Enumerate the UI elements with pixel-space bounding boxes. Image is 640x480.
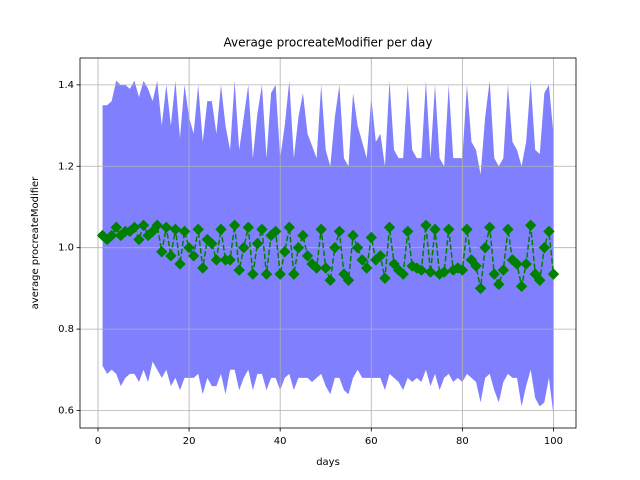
- marker: [292, 241, 305, 254]
- marker: [251, 237, 264, 250]
- marker: [260, 268, 273, 280]
- marker: [342, 274, 355, 286]
- marker: [397, 268, 409, 280]
- marker: [174, 258, 186, 270]
- marker: [420, 219, 432, 232]
- marker: [215, 223, 227, 236]
- marker: [442, 223, 455, 236]
- marker: [178, 225, 191, 238]
- marker: [165, 250, 177, 262]
- marker: [288, 268, 300, 280]
- marker: [479, 241, 491, 254]
- marker: [351, 241, 364, 254]
- marker: [137, 219, 150, 232]
- marker: [228, 219, 241, 232]
- marker: [242, 221, 255, 234]
- marker: [333, 225, 346, 238]
- marker: [401, 225, 414, 238]
- marker: [374, 250, 387, 262]
- marker: [187, 250, 200, 262]
- marker: [520, 258, 532, 270]
- marker: [169, 223, 182, 236]
- marker: [511, 258, 523, 270]
- marker: [515, 280, 528, 293]
- marker: [347, 229, 359, 242]
- marker: [206, 237, 218, 250]
- marker: [538, 241, 551, 254]
- marker: [488, 268, 500, 280]
- marker: [224, 254, 236, 266]
- marker: [283, 221, 295, 234]
- marker: [524, 219, 537, 232]
- marker: [247, 268, 259, 280]
- marker: [438, 266, 450, 278]
- marker: [183, 241, 195, 254]
- marker: [361, 262, 373, 274]
- y-tick-label: 1.4: [58, 80, 74, 91]
- x-tick-label: 100: [544, 436, 563, 447]
- marker: [383, 221, 396, 234]
- chart-title: Average procreateModifier per day: [224, 36, 433, 50]
- y-tick-label: 1.0: [58, 243, 74, 254]
- marker: [470, 260, 482, 272]
- marker: [210, 254, 223, 266]
- marker: [474, 282, 487, 295]
- marker: [197, 262, 209, 274]
- marker: [534, 274, 546, 286]
- marker: [233, 264, 245, 276]
- y-tick-label: 0.6: [58, 405, 74, 416]
- marker: [105, 229, 118, 242]
- x-tick-label: 0: [95, 436, 101, 447]
- marker: [429, 223, 441, 236]
- marker: [315, 223, 327, 236]
- y-axis-label: average procreateModifier: [30, 176, 41, 310]
- y-tick-label: 0.8: [58, 324, 74, 335]
- x-tick-label: 20: [183, 436, 196, 447]
- plot-frame: [79, 57, 577, 429]
- marker: [320, 262, 332, 274]
- marker: [133, 233, 145, 246]
- marker: [110, 221, 122, 234]
- marker: [543, 225, 555, 238]
- marker: [461, 223, 473, 236]
- marker: [151, 219, 163, 232]
- marker: [301, 250, 314, 262]
- marker: [493, 278, 505, 291]
- marker: [256, 223, 268, 236]
- marker: [238, 241, 250, 254]
- marker: [483, 221, 496, 234]
- marker: [192, 223, 204, 236]
- x-tick-label: 80: [456, 436, 469, 447]
- x-tick-label: 40: [274, 436, 287, 447]
- marker: [497, 264, 510, 276]
- marker: [297, 229, 309, 242]
- marker: [324, 274, 336, 286]
- marker: [274, 268, 286, 280]
- x-axis-label: days: [316, 457, 340, 468]
- marker: [310, 262, 323, 274]
- marker: [365, 231, 377, 244]
- line: [102, 223, 555, 289]
- marker: [329, 241, 341, 254]
- marker: [156, 246, 168, 258]
- marker: [160, 221, 173, 234]
- y-tick-label: 1.2: [58, 161, 74, 172]
- marker: [456, 264, 469, 276]
- marker: [415, 264, 428, 276]
- marker: [279, 246, 291, 258]
- marker: [547, 268, 560, 280]
- marker: [356, 254, 368, 266]
- x-tick-label: 60: [365, 436, 378, 447]
- marker: [424, 266, 437, 278]
- marker: [269, 225, 282, 238]
- marker: [502, 223, 514, 236]
- marker: [128, 221, 141, 234]
- marker: [379, 272, 391, 284]
